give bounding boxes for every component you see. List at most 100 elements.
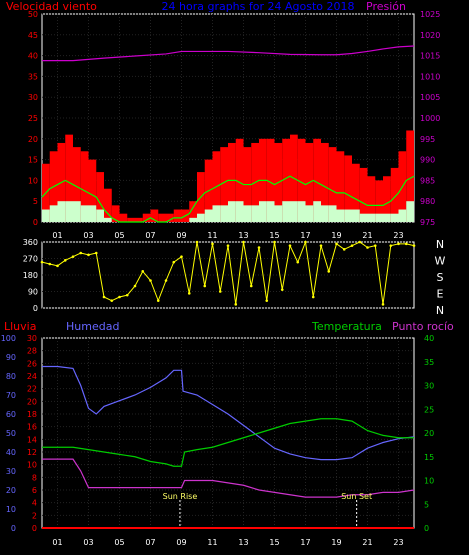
y-tick-label: 20 bbox=[27, 397, 37, 406]
y-tick-label: 90 bbox=[6, 353, 16, 362]
x-tick-label: 03 bbox=[83, 231, 93, 240]
wind-gust-bar bbox=[344, 155, 352, 222]
y-tick-label: 28 bbox=[27, 347, 37, 356]
wind-low-bar bbox=[390, 213, 399, 222]
wind-direction-point bbox=[56, 264, 59, 268]
wind-gust-bar bbox=[321, 142, 329, 222]
x-tick-label: 01 bbox=[52, 231, 62, 240]
wind-gust-bar bbox=[96, 172, 104, 222]
wind-direction-point bbox=[397, 242, 400, 246]
wind-direction-point bbox=[164, 279, 168, 282]
wind-direction-point bbox=[288, 244, 292, 247]
wind-low-bar bbox=[352, 209, 360, 222]
wind-direction-point bbox=[249, 284, 253, 288]
wind-gust-bar bbox=[158, 213, 166, 222]
y-tick-label: 35 bbox=[424, 358, 434, 367]
x-tick-label: 23 bbox=[393, 538, 403, 547]
y-tick-label: 50 bbox=[28, 10, 38, 19]
wind-low-bar bbox=[336, 209, 345, 222]
wind-direction-point bbox=[87, 253, 90, 257]
wind-low-bar bbox=[73, 201, 81, 222]
wind-low-bar bbox=[266, 201, 275, 222]
wind-direction-point bbox=[125, 293, 129, 297]
wind-direction-point bbox=[156, 299, 160, 302]
wind-direction-point bbox=[195, 240, 199, 244]
wind-gust-bar bbox=[166, 213, 174, 222]
wind-gust-bar bbox=[375, 180, 383, 222]
wind-gust-bar bbox=[150, 209, 159, 222]
wind-gust-bar bbox=[406, 130, 414, 222]
wind-average-line bbox=[41, 175, 415, 223]
wind-low-bar bbox=[274, 205, 283, 222]
x-tick-label: 01 bbox=[52, 538, 62, 547]
y-tick-label: 45 bbox=[28, 31, 38, 40]
compass-label: S bbox=[437, 271, 444, 284]
wind-direction-point bbox=[226, 244, 230, 247]
wind-low-bar bbox=[235, 201, 244, 222]
y-tick-label: 10 bbox=[28, 176, 38, 185]
y-tick-label: 70 bbox=[6, 391, 16, 400]
wind-direction-point bbox=[389, 244, 393, 247]
wind-direction-point bbox=[265, 299, 269, 302]
wind-gust-bar bbox=[266, 138, 275, 222]
wind-gust-bar bbox=[142, 213, 151, 222]
x-tick-label: 15 bbox=[269, 538, 279, 547]
dew-point-line bbox=[42, 458, 415, 498]
y-tick-label: 1020 bbox=[420, 31, 440, 40]
y-tick-label: 35 bbox=[28, 72, 38, 81]
wind-low-bar bbox=[212, 205, 221, 222]
wind-direction-point bbox=[342, 248, 346, 251]
wind-low-bar bbox=[80, 205, 89, 222]
wind-low-bar bbox=[204, 209, 213, 222]
y-tick-label: 1000 bbox=[420, 114, 440, 123]
wind-gust-bar bbox=[367, 176, 376, 222]
wind-direction-point bbox=[404, 242, 408, 246]
wind-low-bar bbox=[359, 213, 368, 222]
wind-direction-point bbox=[234, 303, 238, 306]
wind-low-bar bbox=[57, 201, 66, 222]
y-tick-label: 30 bbox=[28, 93, 38, 102]
wind-direction-point bbox=[110, 299, 114, 302]
y-tick-label: 18 bbox=[27, 410, 37, 419]
wind-low-bar bbox=[42, 209, 50, 222]
wind-gust-bar bbox=[73, 147, 81, 222]
wind-low-bar bbox=[383, 213, 391, 222]
y-tick-label: 20 bbox=[424, 429, 434, 438]
y-tick-label: 0 bbox=[32, 524, 37, 533]
y-tick-label: 5 bbox=[33, 197, 38, 206]
y-tick-label: 25 bbox=[28, 114, 38, 123]
wind-low-bar bbox=[406, 201, 414, 222]
y-tick-label: 50 bbox=[6, 429, 16, 438]
wind-gust-bar bbox=[111, 205, 120, 222]
compass-label: N bbox=[436, 304, 444, 317]
wind-low-bar bbox=[220, 205, 228, 222]
x-tick-label: 19 bbox=[331, 538, 341, 547]
x-tick-label: 11 bbox=[207, 538, 217, 547]
wind-gust-bar bbox=[135, 217, 143, 222]
wind-direction-point bbox=[304, 240, 307, 244]
y-tick-label: 1025 bbox=[420, 10, 440, 19]
wind-low-bar bbox=[282, 201, 290, 222]
wind-gust-bar bbox=[336, 151, 345, 222]
y-tick-label: 15 bbox=[28, 156, 38, 165]
y-tick-label: 0 bbox=[33, 218, 38, 227]
wind-direction-point bbox=[40, 260, 44, 264]
wind-direction-point bbox=[257, 246, 261, 249]
wind-direction-point bbox=[412, 244, 416, 247]
wind-low-bar bbox=[96, 209, 104, 222]
wind-direction-point bbox=[203, 284, 207, 288]
x-tick-label: 15 bbox=[269, 231, 279, 240]
temperature-label: Temperatura bbox=[311, 320, 382, 333]
humidity-line bbox=[42, 365, 415, 461]
compass-label: W bbox=[435, 255, 446, 268]
wind-direction-point bbox=[218, 290, 222, 293]
y-tick-label: 30 bbox=[27, 334, 37, 343]
sunset-label: Sun Set bbox=[341, 492, 372, 501]
wind-low-bar bbox=[65, 201, 73, 222]
y-tick-label: 40 bbox=[6, 448, 16, 457]
dew-point-label: Punto rocío bbox=[392, 320, 454, 333]
wind-low-bar bbox=[290, 201, 298, 222]
